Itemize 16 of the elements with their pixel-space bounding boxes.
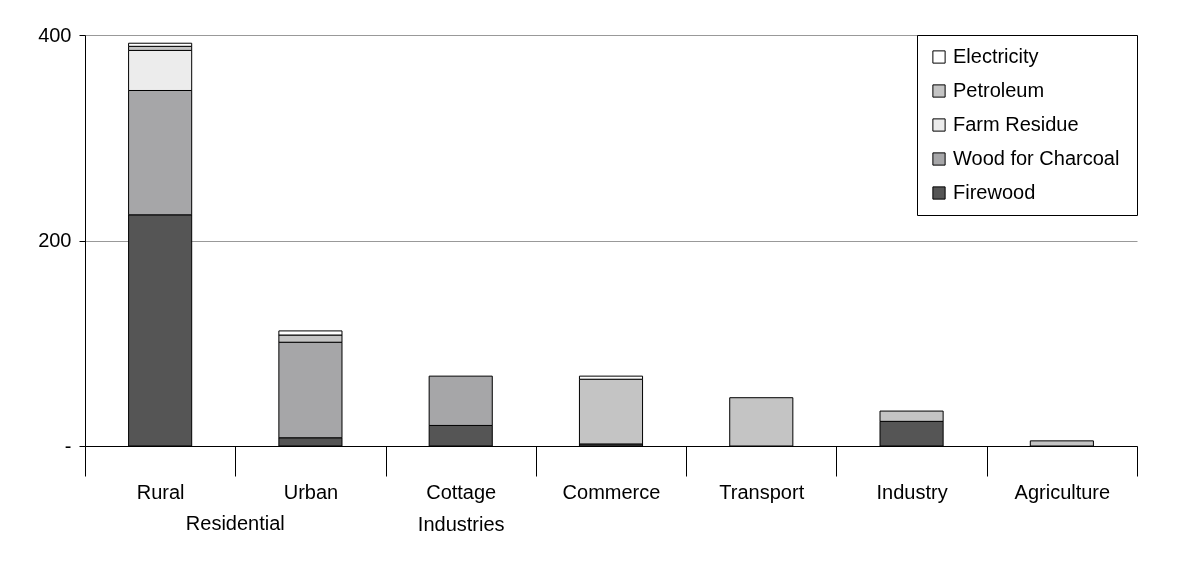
legend-label: Farm Residue	[953, 113, 1079, 135]
x-tick-label: Rural	[136, 480, 185, 503]
x-tick-label: Transport	[719, 480, 805, 503]
x-tick-label: Agriculture	[1014, 480, 1111, 503]
legend-label: Electricity	[953, 45, 1039, 67]
x-tick-label: Cottage Industries	[417, 480, 505, 535]
x-tick-label: Urban	[283, 480, 339, 503]
text: Residential	[185, 512, 285, 534]
y-tick-label: -	[64, 434, 72, 457]
x-tick-label: Commerce	[562, 480, 661, 503]
y-tick-label: 400	[38, 23, 72, 46]
legend-label: Wood for Charcoal	[953, 147, 1120, 169]
legend-label: Firewood	[953, 181, 1036, 203]
x-tick-label: Industry	[876, 480, 948, 503]
y-tick-label: 200	[38, 229, 72, 251]
legend-label: Petroleum	[953, 79, 1045, 101]
